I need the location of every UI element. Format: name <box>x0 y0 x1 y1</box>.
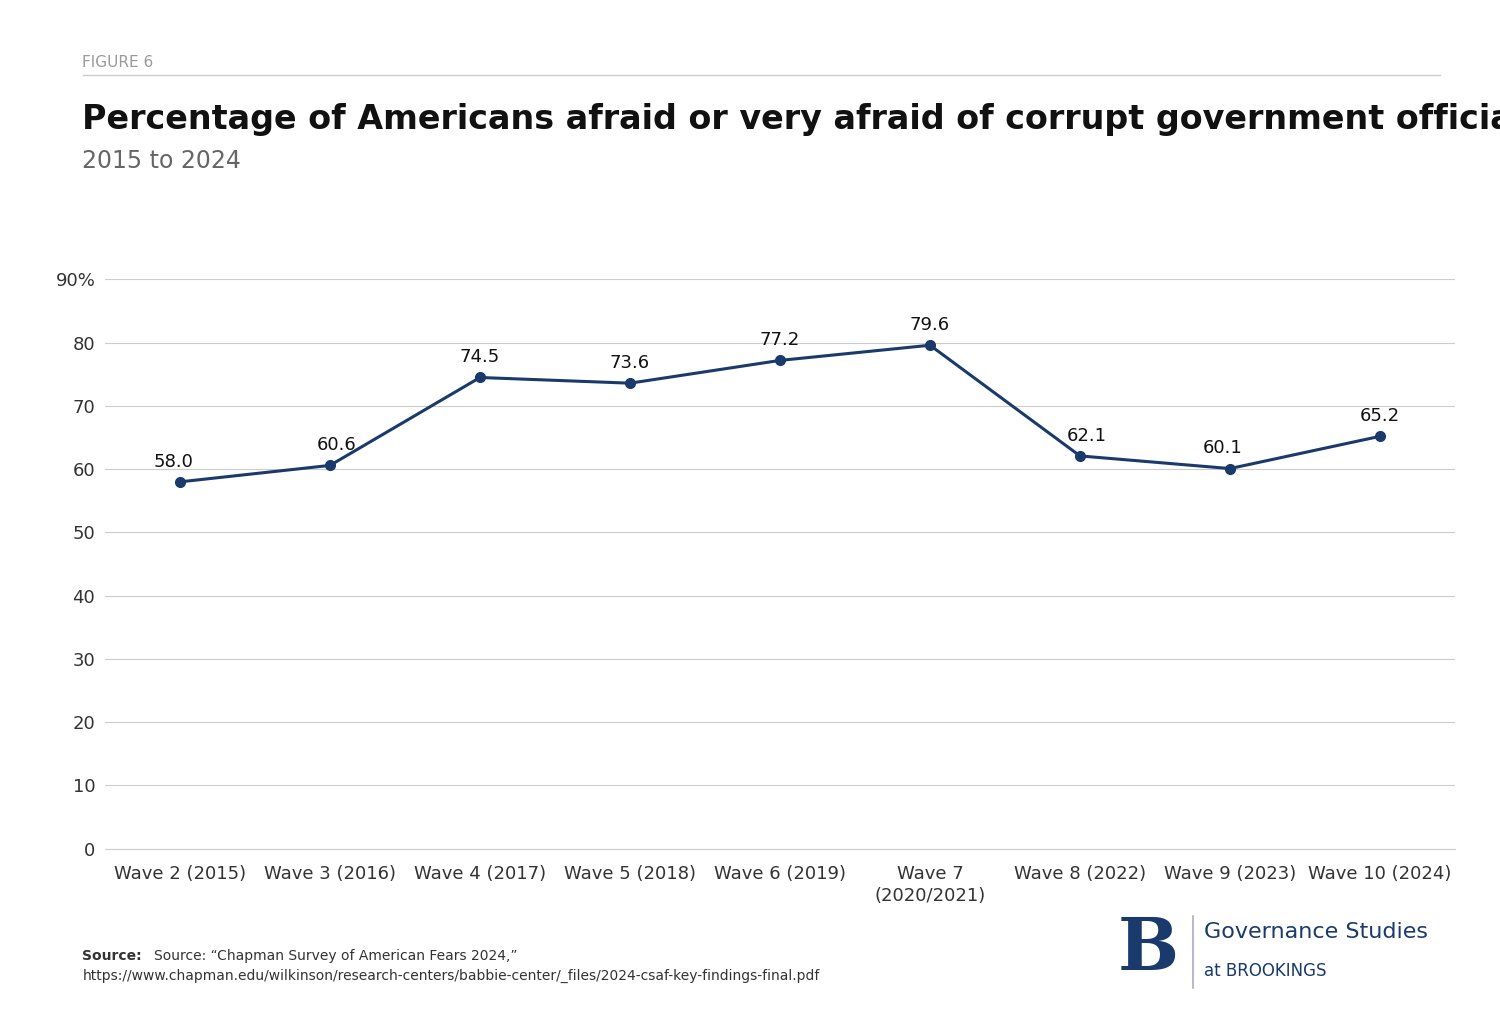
Text: 74.5: 74.5 <box>460 349 500 366</box>
Text: 62.1: 62.1 <box>1066 426 1107 445</box>
Text: Source:: Source: <box>82 949 147 964</box>
Text: https://www.chapman.edu/wilkinson/research-centers/babbie-center/_files/2024-csa: https://www.chapman.edu/wilkinson/resear… <box>82 969 821 983</box>
Text: FIGURE 6: FIGURE 6 <box>82 55 153 70</box>
Text: 2015 to 2024: 2015 to 2024 <box>82 149 242 173</box>
Text: 60.1: 60.1 <box>1203 440 1243 457</box>
Text: B: B <box>1118 914 1179 985</box>
Text: 79.6: 79.6 <box>910 316 950 334</box>
Text: 60.6: 60.6 <box>316 437 357 454</box>
Text: Percentage of Americans afraid or very afraid of corrupt government officials: Percentage of Americans afraid or very a… <box>82 104 1500 137</box>
Text: 73.6: 73.6 <box>610 354 650 372</box>
Text: Governance Studies: Governance Studies <box>1204 922 1428 942</box>
Text: 65.2: 65.2 <box>1360 407 1400 425</box>
Text: at BROOKINGS: at BROOKINGS <box>1204 963 1328 980</box>
Text: Source: “Chapman Survey of American Fears 2024,”: Source: “Chapman Survey of American Fear… <box>154 949 518 964</box>
Text: 77.2: 77.2 <box>760 331 800 349</box>
Text: 58.0: 58.0 <box>153 452 194 471</box>
